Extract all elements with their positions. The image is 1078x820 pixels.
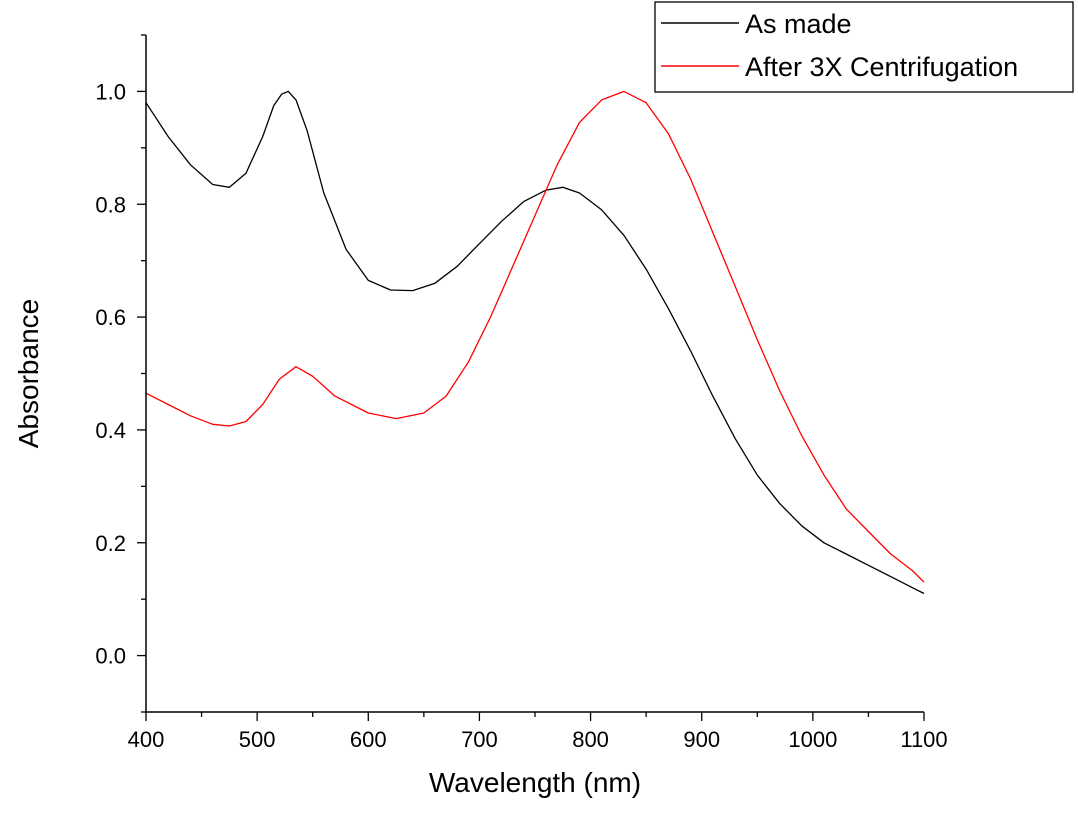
x-tick-label: 700 <box>461 727 498 752</box>
legend-label-2: After 3X Centrifugation <box>745 52 1018 82</box>
x-tick-label: 900 <box>683 727 720 752</box>
x-tick-label: 1100 <box>900 727 947 752</box>
y-tick-label: 0.8 <box>95 192 126 217</box>
x-tick-label: 400 <box>128 727 165 752</box>
plot-lines <box>145 90 925 595</box>
x-tick-label: 500 <box>239 727 276 752</box>
ticks: 400 500 600 700 800 900 1000 1100 0.0 0.2 0.4 0.6 0.… <box>95 34 948 752</box>
legend-label-1: As made <box>745 9 852 39</box>
x-tick-label: 1000 <box>788 727 837 752</box>
y-tick-label: 0.6 <box>95 305 126 330</box>
y-tick-label: 0.4 <box>95 418 126 443</box>
x-axis-title: Wavelength (nm) <box>429 767 641 798</box>
series-line-1 <box>145 90 925 595</box>
x-tick-label: 800 <box>572 727 609 752</box>
y-tick-label: 0.0 <box>95 644 126 669</box>
x-tick-label: 600 <box>350 727 387 752</box>
y-tick-label: 1.0 <box>95 79 126 104</box>
legend: As made After 3X Centrifugation <box>654 1 1074 93</box>
y-tick-label: 0.2 <box>95 531 126 556</box>
legend-box <box>654 1 1074 93</box>
series-line-2 <box>145 90 925 583</box>
y-axis-title: Absorbance <box>13 299 44 448</box>
